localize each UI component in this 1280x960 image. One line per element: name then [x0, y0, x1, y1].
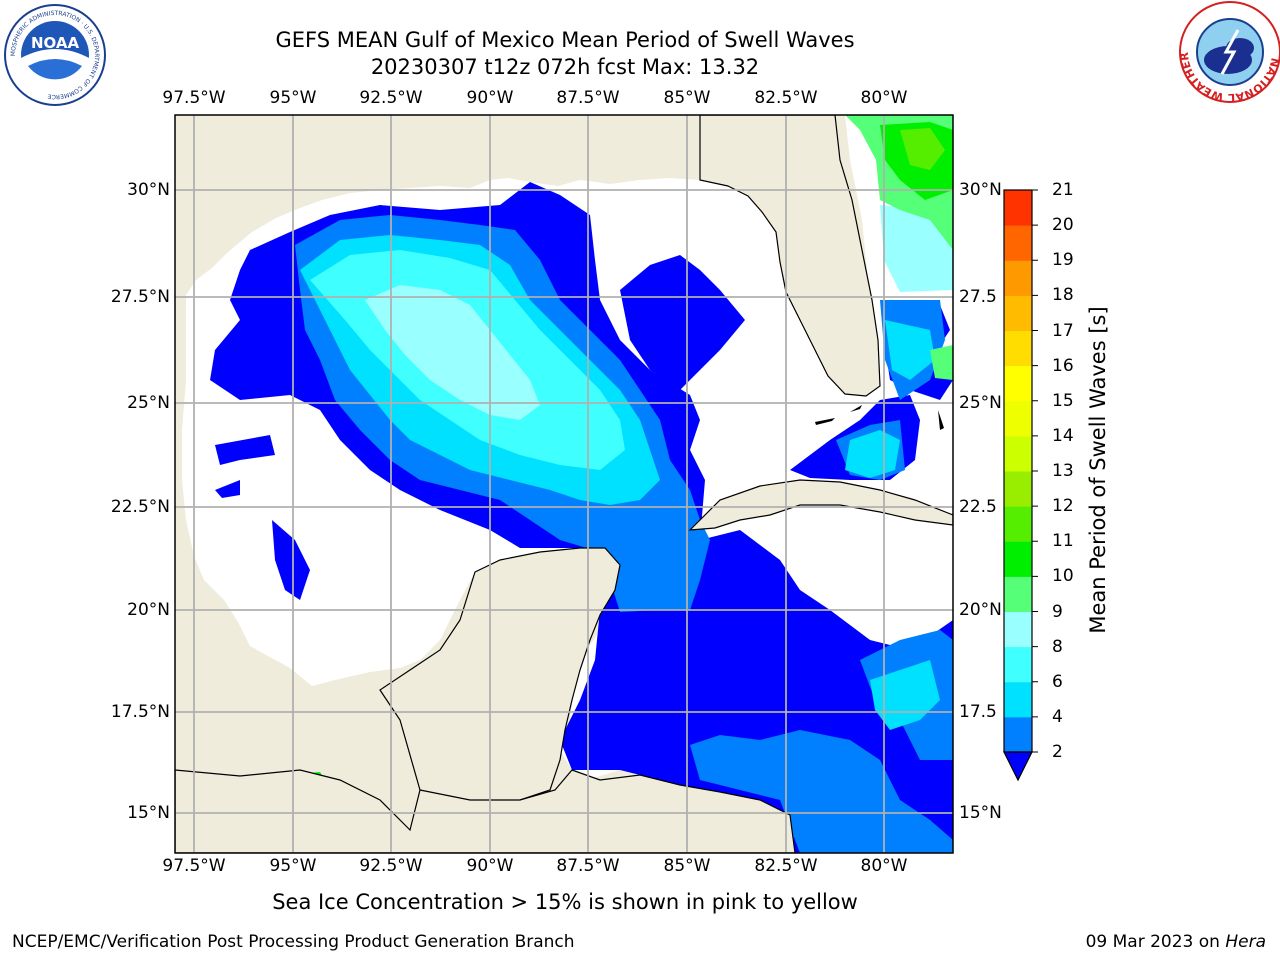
lat-tick-right: 22.5 [959, 497, 997, 517]
colorbar-swatch [1004, 435, 1032, 472]
lat-tick-left: 15°N [127, 803, 170, 823]
colorbar-title: Mean Period of Swell Waves [s] [1086, 306, 1110, 634]
lat-tick-right: 15°N [959, 803, 1002, 823]
lon-tick-top: 82.5°W [754, 88, 818, 108]
florida-land [699, 115, 881, 397]
map-frame [174, 114, 954, 854]
colorbar-swatch [1004, 646, 1032, 683]
colorbar-swatch [1004, 681, 1032, 718]
colorbar-level-label: 19 [1052, 250, 1074, 271]
colorbar-level-label: 6 [1052, 671, 1063, 692]
lon-tick-top: 80°W [860, 88, 908, 108]
lon-tick-bottom: 80°W [860, 856, 908, 876]
lat-tick-left: 27.5°N [110, 287, 170, 307]
colorbar-level-label: 18 [1052, 285, 1074, 306]
lon-tick-top: 95°W [269, 88, 317, 108]
colorbar-level-label: 13 [1052, 461, 1074, 481]
colorbar-level-label: 14 [1052, 425, 1074, 446]
colorbar-level-label: 8 [1052, 636, 1063, 657]
colorbar-swatch [1004, 365, 1032, 402]
colorbar-level-label: 21 [1052, 180, 1074, 200]
footer-date-text: 09 Mar 2023 on [1085, 932, 1226, 952]
lat-tick-right: 30°N [959, 180, 1002, 200]
lon-tick-bottom: 85°W [663, 856, 711, 876]
sea-ice-note: Sea Ice Concentration > 15% is shown in … [272, 890, 858, 914]
lat-tick-left: 25°N [127, 393, 170, 413]
lon-tick-bottom: 90°W [466, 856, 514, 876]
lat-tick-left: 30°N [127, 180, 170, 200]
colorbar-swatch [1004, 225, 1032, 261]
lon-tick-bottom: 95°W [269, 856, 317, 876]
islands [815, 405, 944, 430]
colorbar-swatch [1004, 611, 1032, 648]
map-title: GEFS MEAN Gulf of Mexico Mean Period of … [275, 28, 855, 52]
colorbar-level-label: 10 [1052, 566, 1074, 587]
colorbar-swatch [1004, 716, 1032, 753]
colorbar-level-label: 2 [1052, 742, 1063, 762]
colorbar-swatch [1004, 190, 1032, 226]
colorbar-swatch [1004, 506, 1032, 542]
lon-tick-bottom: 92.5°W [359, 856, 423, 876]
footer-machine: Hera [1225, 932, 1266, 952]
colorbar-level-label: 17 [1052, 320, 1074, 341]
footer-date: 09 Mar 2023 on Hera [1086, 932, 1266, 952]
lat-tick-right: 25°N [959, 393, 1002, 413]
colorbar-swatch [1004, 260, 1032, 296]
colorbar-level-label: 11 [1052, 531, 1074, 552]
lat-tick-right: 17.5 [959, 702, 997, 722]
colorbar-level-label: 9 [1052, 601, 1063, 622]
yucatan-land [379, 547, 621, 806]
map-subtitle: 20230307 t12z 072h fcst Max: 13.32 [370, 55, 760, 79]
colorbar-level-label: 4 [1052, 706, 1063, 727]
colorbar-level-label: 15 [1052, 390, 1074, 411]
colorbar-level-label: 12 [1052, 496, 1074, 517]
lon-tick-top: 85°W [663, 88, 711, 108]
colorbar-under-extension [1003, 751, 1033, 782]
lat-tick-right: 27.5 [959, 287, 997, 307]
footer-credit: NCEP/EMC/Verification Post Processing Pr… [12, 932, 575, 952]
lon-tick-top: 87.5°W [556, 88, 620, 108]
colorbar-swatch [1004, 330, 1032, 367]
lon-tick-bottom: 82.5°W [754, 856, 818, 876]
colorbar-level-label: 16 [1052, 355, 1074, 376]
lon-tick-top: 97.5°W [162, 88, 226, 108]
colorbar [1003, 189, 1038, 782]
lat-tick-right: 20°N [959, 600, 1002, 620]
lon-tick-bottom: 87.5°W [556, 856, 620, 876]
lon-tick-bottom: 97.5°W [162, 856, 226, 876]
colorbar-swatch [1004, 295, 1032, 331]
colorbar-level-label: 20 [1052, 215, 1074, 236]
lat-tick-left: 22.5°N [110, 497, 170, 517]
colorbar-swatch [1004, 541, 1032, 577]
colorbar-swatch [1004, 471, 1032, 507]
lon-tick-top: 90°W [466, 88, 514, 108]
colorbar-swatch [1004, 400, 1032, 437]
map-area [175, 115, 953, 853]
lat-tick-left: 20°N [127, 600, 170, 620]
colorbar-swatch [1004, 576, 1032, 612]
map-gridlines [175, 115, 953, 853]
noaa-logo: NATIONAL OCEANIC AND ATMOSPHERIC ADMINIS… [0, 0, 106, 106]
noaa-logo-text: NOAA [31, 34, 80, 52]
lat-tick-left: 17.5°N [110, 702, 170, 722]
lon-tick-top: 92.5°W [359, 88, 423, 108]
swell-8-9s [365, 205, 953, 420]
